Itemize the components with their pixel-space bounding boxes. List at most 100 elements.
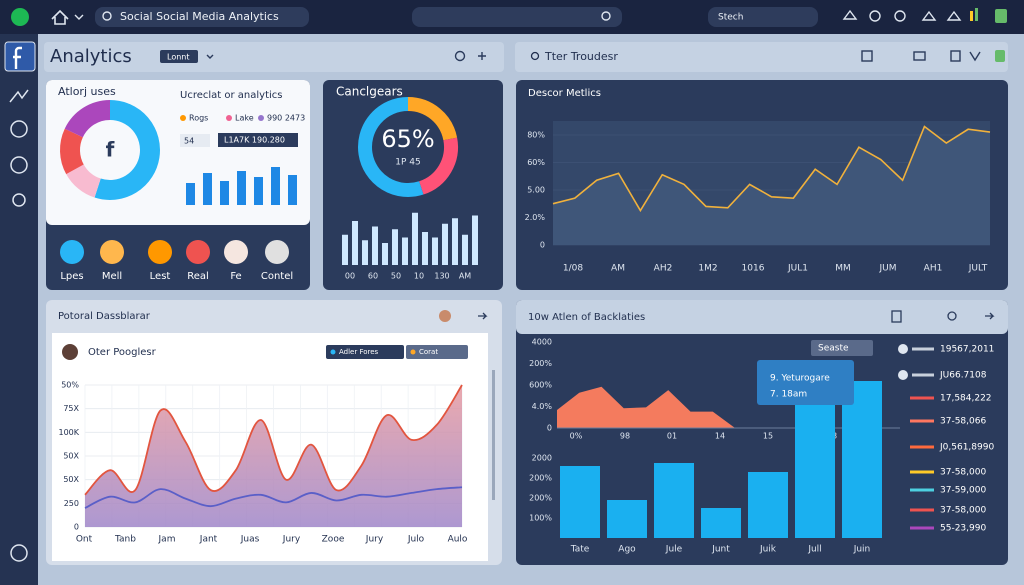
app-icon[interactable] — [100, 240, 124, 264]
y-tick-label: 60% — [527, 158, 545, 167]
button[interactable] — [708, 7, 818, 27]
x-tick-label: Junt — [711, 545, 730, 555]
panel-title: Tter Troudesr — [544, 50, 618, 63]
x-tick-label: Aulo — [448, 535, 468, 545]
icon[interactable] — [921, 10, 937, 21]
header-icons — [891, 310, 995, 323]
nav-icon[interactable] — [10, 156, 28, 174]
scrollbar[interactable] — [492, 370, 495, 500]
donut-segment — [407, 97, 458, 141]
search-box[interactable] — [95, 7, 309, 27]
dropdown[interactable] — [811, 340, 873, 356]
icon[interactable] — [861, 50, 873, 62]
x-tick-label: 15 — [763, 432, 773, 441]
x-tick-label: Juik — [759, 545, 777, 555]
add-icon[interactable] — [478, 52, 486, 60]
arrow-icon[interactable] — [478, 312, 488, 320]
chevron[interactable] — [74, 14, 84, 20]
x-tick-label: Zooe — [322, 535, 345, 545]
icon[interactable] — [894, 10, 906, 22]
area — [85, 385, 462, 527]
icon[interactable] — [950, 50, 961, 62]
app-icon[interactable] — [265, 240, 289, 264]
icon[interactable] — [995, 9, 1007, 23]
app-icon[interactable] — [60, 240, 84, 264]
x-tick-label: Jam — [158, 535, 176, 545]
panel-title: Potoral Dassblarar — [58, 311, 151, 322]
nav-icon[interactable] — [10, 544, 28, 562]
legend-dot — [258, 115, 264, 121]
icon[interactable] — [970, 11, 973, 21]
x-tick-label: Juas — [240, 535, 260, 545]
y-tick-label: 250 — [64, 499, 79, 508]
icon[interactable] — [891, 310, 902, 323]
bar — [288, 175, 297, 205]
avatar[interactable] — [439, 310, 451, 322]
icon[interactable] — [946, 10, 962, 21]
bar — [701, 508, 741, 538]
list-label: 37-58,000 — [940, 506, 986, 516]
icon-label: Real — [187, 271, 209, 282]
search-box-2[interactable] — [412, 7, 622, 27]
x-tick-label: Jury — [282, 535, 301, 545]
icon[interactable] — [995, 50, 1005, 62]
list-label: 19567,2011 — [940, 345, 994, 355]
field[interactable] — [218, 133, 298, 147]
y-tick-label: 75X — [63, 404, 79, 413]
nav-icon[interactable] — [10, 120, 28, 138]
logo-glyph: f — [106, 138, 115, 162]
search-icon[interactable] — [454, 50, 466, 62]
icon[interactable] — [947, 311, 957, 321]
brand-glyph — [13, 46, 22, 69]
search-icon[interactable] — [530, 51, 540, 61]
x-tick-label: Julo — [407, 535, 425, 545]
x-tick-label: 1016 — [742, 264, 765, 274]
app-icon[interactable] — [224, 240, 248, 264]
x-tick-label: 10 — [414, 272, 424, 281]
chevron[interactable] — [206, 54, 214, 59]
app-icon[interactable] — [148, 240, 172, 264]
icon[interactable] — [985, 312, 995, 320]
nav-icon[interactable] — [9, 89, 29, 103]
icon[interactable] — [842, 9, 858, 20]
icon[interactable] — [913, 51, 926, 61]
bar — [186, 183, 195, 205]
dropdown[interactable] — [160, 50, 198, 63]
legend-button[interactable] — [326, 345, 404, 359]
bar — [795, 405, 835, 538]
x-tick-label: AM — [459, 272, 471, 281]
icon[interactable] — [975, 8, 978, 21]
bar — [422, 232, 428, 265]
home-icon[interactable] — [51, 9, 69, 25]
y-tick-label: 600% — [529, 381, 552, 390]
tooltip — [757, 360, 854, 405]
x-tick-label: JULT — [968, 264, 988, 274]
sidebar-icons — [9, 89, 29, 562]
app-icon[interactable] — [186, 240, 210, 264]
y-tick-label: 2.0% — [525, 213, 546, 222]
y-tick-label: 0 — [74, 523, 79, 532]
header-icons — [861, 50, 981, 62]
y-tick-label: 2000 — [532, 454, 552, 463]
icon-label: Lpes — [60, 271, 83, 282]
donut-segment — [60, 128, 84, 175]
icon[interactable] — [969, 51, 981, 62]
app-icon[interactable] — [11, 8, 29, 26]
x-tick-label: 50 — [391, 272, 401, 281]
dropdown-text: Seaste — [818, 344, 849, 354]
bar — [607, 500, 647, 538]
nav-icon[interactable] — [12, 193, 26, 207]
input[interactable] — [180, 134, 210, 147]
donut-segment — [94, 100, 160, 200]
y-tick-label: 4000 — [532, 338, 552, 347]
card-title: Oter Pooglesr — [88, 347, 157, 358]
legend-button[interactable] — [406, 345, 468, 359]
icon[interactable] — [869, 10, 881, 22]
list-label: J0,561,8990 — [939, 443, 994, 453]
x-tick-label: 01 — [667, 432, 677, 441]
bar — [352, 221, 358, 265]
x-tick-label: Jant — [199, 535, 218, 545]
legend-dot — [180, 115, 186, 121]
legend-dot — [410, 349, 416, 355]
